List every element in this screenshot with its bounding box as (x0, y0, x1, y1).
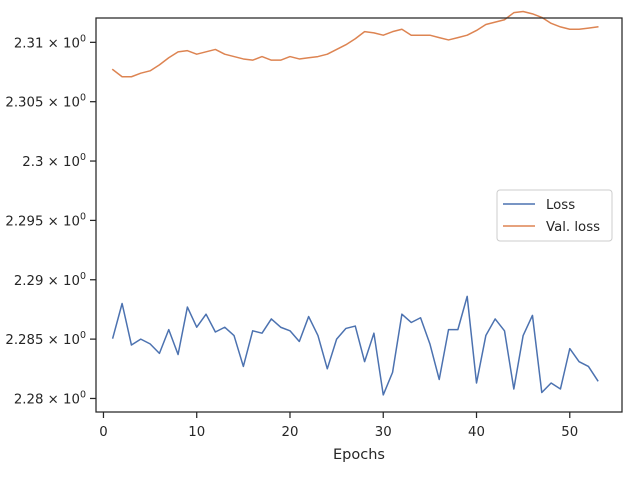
axes-spines (95, 17, 623, 413)
y-tick-label: 2.3 × 100 (22, 152, 86, 170)
y-tick-label: 2.28 × 100 (14, 389, 86, 407)
x-axis-label: Epochs (333, 447, 385, 463)
legend-label-val-loss: Val. loss (546, 220, 600, 235)
x-tick-label: 30 (375, 425, 392, 440)
x-axis-ticks: 0 10 20 30 40 50 (99, 412, 578, 440)
y-tick-label: 2.295 × 100 (5, 211, 86, 229)
legend-box (496, 189, 613, 242)
y-axis-ticks: 2.28 × 100 2.285 × 100 2.29 × 100 2.295 × 1… (5, 33, 96, 407)
y-tick-label: 2.285 × 100 (5, 330, 86, 348)
y-tick-label: 2.29 × 100 (14, 271, 86, 289)
x-tick-label: 50 (561, 425, 578, 440)
x-tick-label: 10 (188, 425, 205, 440)
plot-lines (111, 10, 599, 396)
legend-label-loss: Loss (546, 198, 575, 213)
x-tick-label: 40 (468, 425, 485, 440)
y-tick-label: 2.305 × 100 (5, 93, 86, 111)
axes-frame (95, 17, 623, 413)
series-line-val-loss (111, 10, 599, 78)
x-tick-label: 20 (282, 425, 299, 440)
series-line-loss (111, 295, 599, 396)
x-tick-label: 0 (99, 425, 107, 440)
legend: Loss Val. loss (496, 189, 613, 242)
y-tick-label: 2.31 × 100 (14, 33, 86, 51)
